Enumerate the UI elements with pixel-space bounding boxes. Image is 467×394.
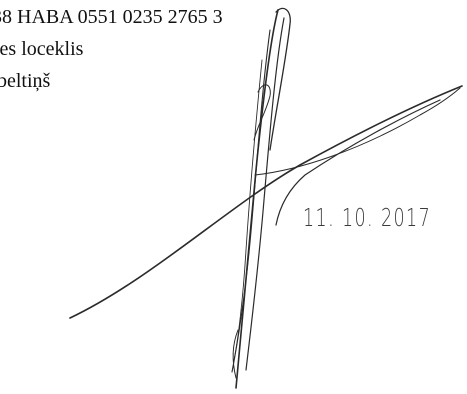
role-line: les loceklis [0, 38, 84, 60]
name-line: beltiņš [0, 70, 51, 92]
handwritten-date: 11. 10. 2017 [303, 203, 432, 232]
document-number-line: 38 HABA 0551 0235 2765 3 [0, 6, 223, 28]
